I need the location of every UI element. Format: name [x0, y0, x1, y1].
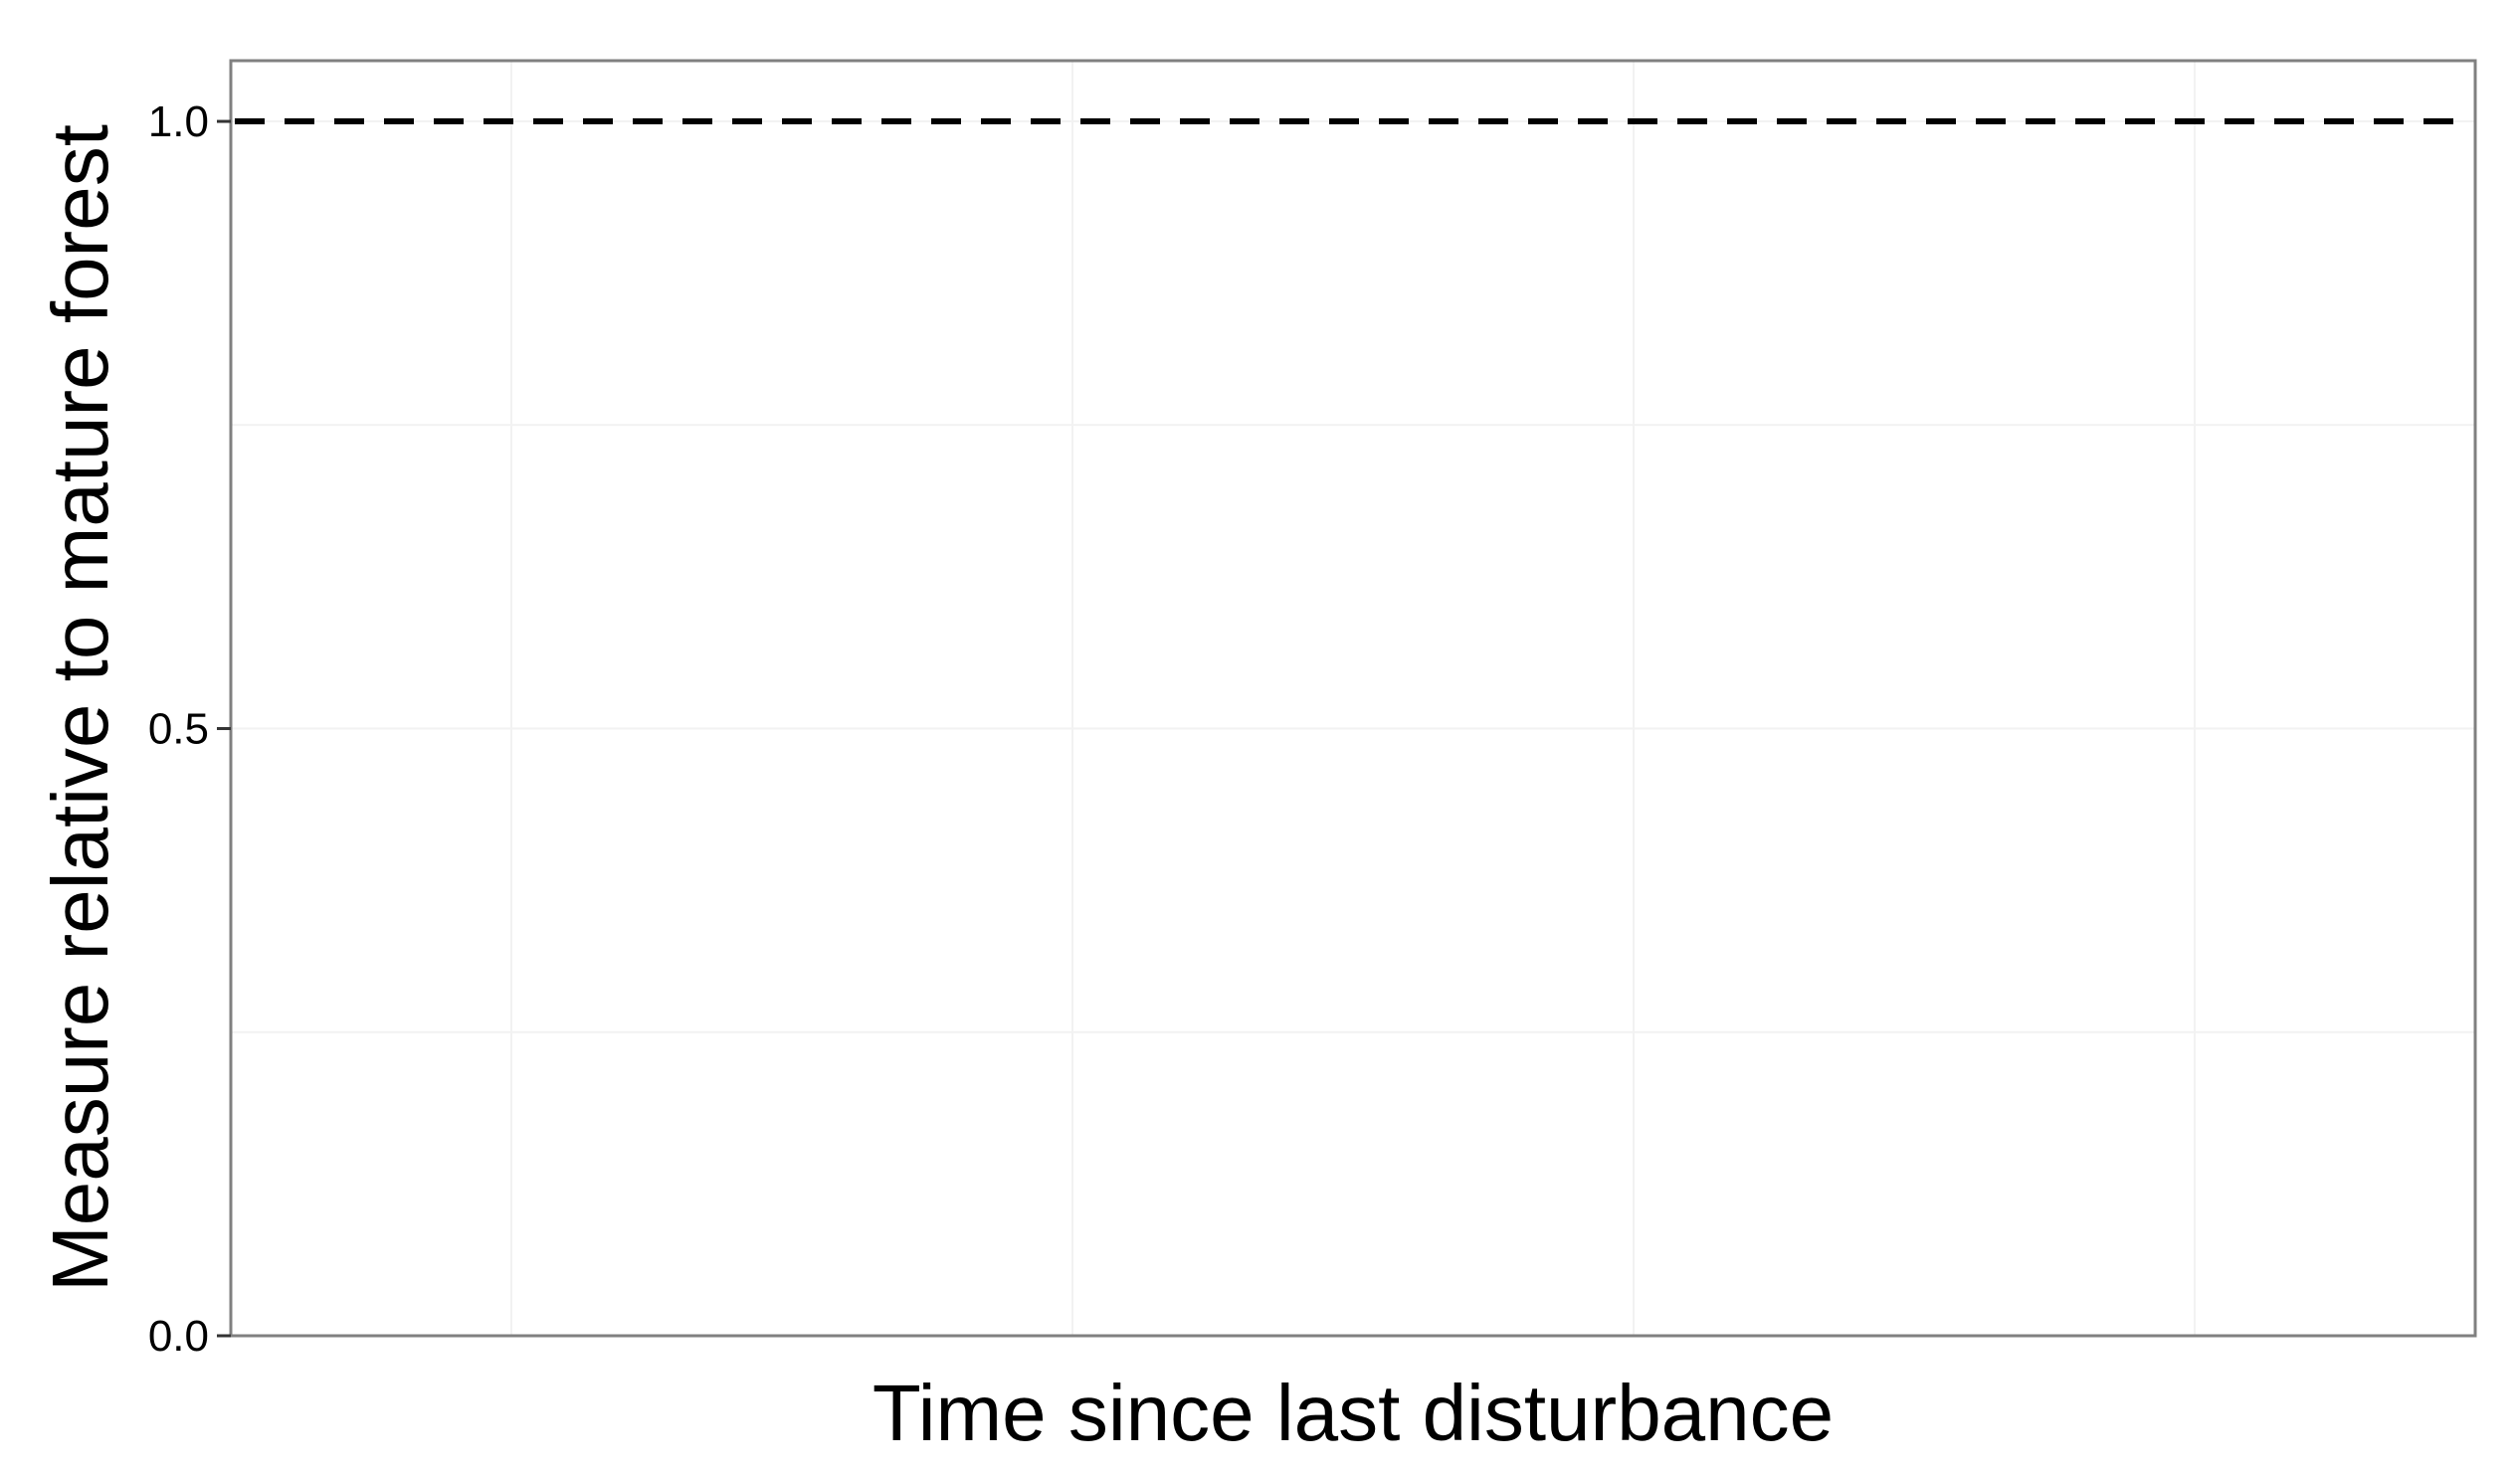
- y-tick-label: 0.0: [148, 1312, 209, 1361]
- y-tick-label: 1.0: [148, 97, 209, 146]
- plot-panel-border: [229, 59, 2477, 1338]
- minor-grid: [231, 424, 2475, 1033]
- x-axis-title: Time since last disturbance: [872, 1369, 1834, 1457]
- y-axis-ticks: [217, 119, 231, 1338]
- y-tick-label: 0.5: [148, 705, 209, 754]
- y-axis-title: Measure relative to mature forest: [36, 124, 124, 1292]
- y-axis-tick-labels: 0.0 0.5 1.0: [148, 97, 209, 1361]
